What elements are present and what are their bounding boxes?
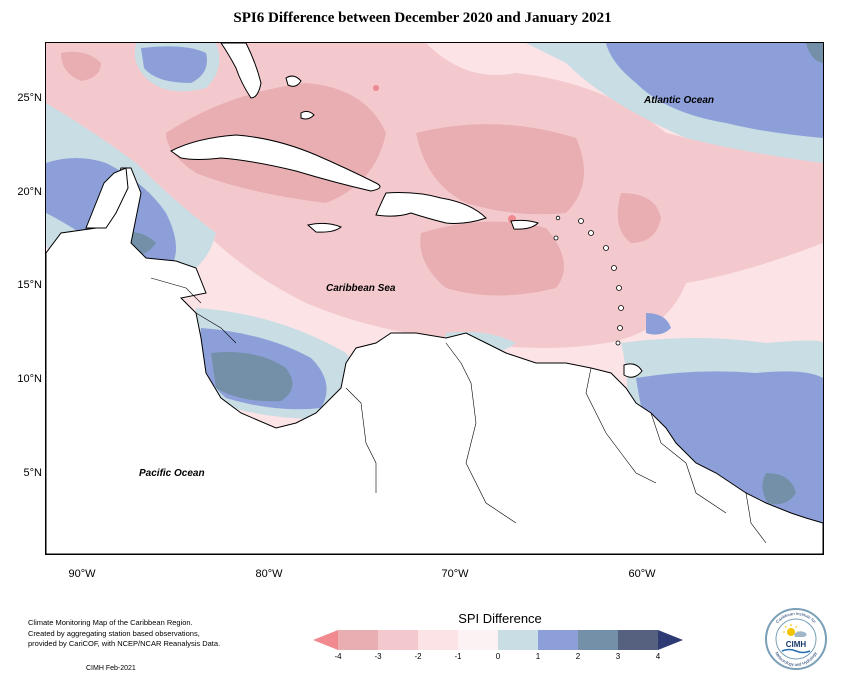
yucatan (85, 167, 129, 229)
country-borders (150, 277, 767, 544)
pacific-ocean-label: Pacific Ocean (139, 468, 205, 479)
lat-label-5n: 5°N (23, 467, 42, 479)
trinidad (623, 363, 643, 378)
cimh-logo: CIMH Caribbean Institute for Meteorology… (765, 608, 827, 670)
legend-tick: 0 (495, 652, 501, 661)
legend-swatch-2-3 (578, 630, 618, 650)
credits-line-2: Created by aggregating station based obs… (28, 628, 200, 638)
legend-swatch-minus2-minus1 (418, 630, 458, 650)
legend-swatch-below-minus-4 (313, 630, 338, 650)
map-title: SPI6 Difference between December 2020 an… (233, 10, 612, 26)
legend-tick: -2 (414, 652, 422, 661)
legend-swatch-3-4 (618, 630, 658, 650)
logo-text: CIMH (786, 640, 807, 649)
lon-label-60w: 60°W (628, 568, 656, 580)
legend-swatch-0-1 (498, 630, 538, 650)
wave-icon (781, 648, 811, 654)
legend-swatch-minus3-minus2 (378, 630, 418, 650)
legend-tick: -1 (454, 652, 462, 661)
credits-line-3: provided by CariCOF, with NCEP/NCAR Rean… (28, 639, 221, 648)
legend-swatch-above-4 (658, 630, 683, 650)
bahamas-north (285, 75, 302, 87)
legend-tick: -4 (334, 652, 342, 661)
map-area: Atlantic Ocean Caribbean Sea Pacific Oce… (45, 42, 824, 555)
credits-date: CIMH Feb-2021 (86, 665, 136, 672)
legend-swatch-minus1-0 (458, 630, 498, 650)
florida (220, 43, 262, 99)
legend-tick: 4 (655, 652, 661, 661)
lon-label-80w: 80°W (255, 568, 283, 580)
hispaniola (375, 192, 487, 224)
caribbean-sea-label: Caribbean Sea (326, 283, 396, 294)
puerto-rico (510, 219, 539, 230)
lat-label-25n: 25°N (17, 92, 42, 104)
lon-label-90w: 90°W (68, 568, 96, 580)
credits-line-1: Climate Monitoring Map of the Caribbean … (28, 618, 193, 627)
legend-tick: 2 (575, 652, 581, 661)
legend-tick: -3 (374, 652, 382, 661)
legend-tick: 3 (615, 652, 621, 661)
lat-label-10n: 10°N (17, 373, 42, 385)
legend-colorbar (313, 630, 683, 650)
mainland (46, 167, 823, 554)
legend-swatch-minus4-minus3 (338, 630, 378, 650)
landmasses (46, 43, 823, 554)
lat-label-20n: 20°N (17, 186, 42, 198)
lon-label-70w: 70°W (441, 568, 469, 580)
bahamas (300, 110, 315, 120)
jamaica (306, 222, 342, 233)
legend-title: SPI Difference (458, 611, 542, 626)
spi-difference-map: Atlantic Ocean Caribbean Sea Pacific Oce… (46, 43, 823, 554)
legend-swatch-1-2 (538, 630, 578, 650)
lesser-antilles (553, 215, 624, 346)
lat-label-15n: 15°N (17, 279, 42, 291)
atlantic-ocean-label: Atlantic Ocean (643, 95, 714, 106)
credits-text: Climate Monitoring Map of the Caribbean … (28, 618, 248, 650)
cuba (170, 134, 381, 192)
cloud-icon (794, 631, 807, 637)
legend-tick: 1 (535, 652, 541, 661)
